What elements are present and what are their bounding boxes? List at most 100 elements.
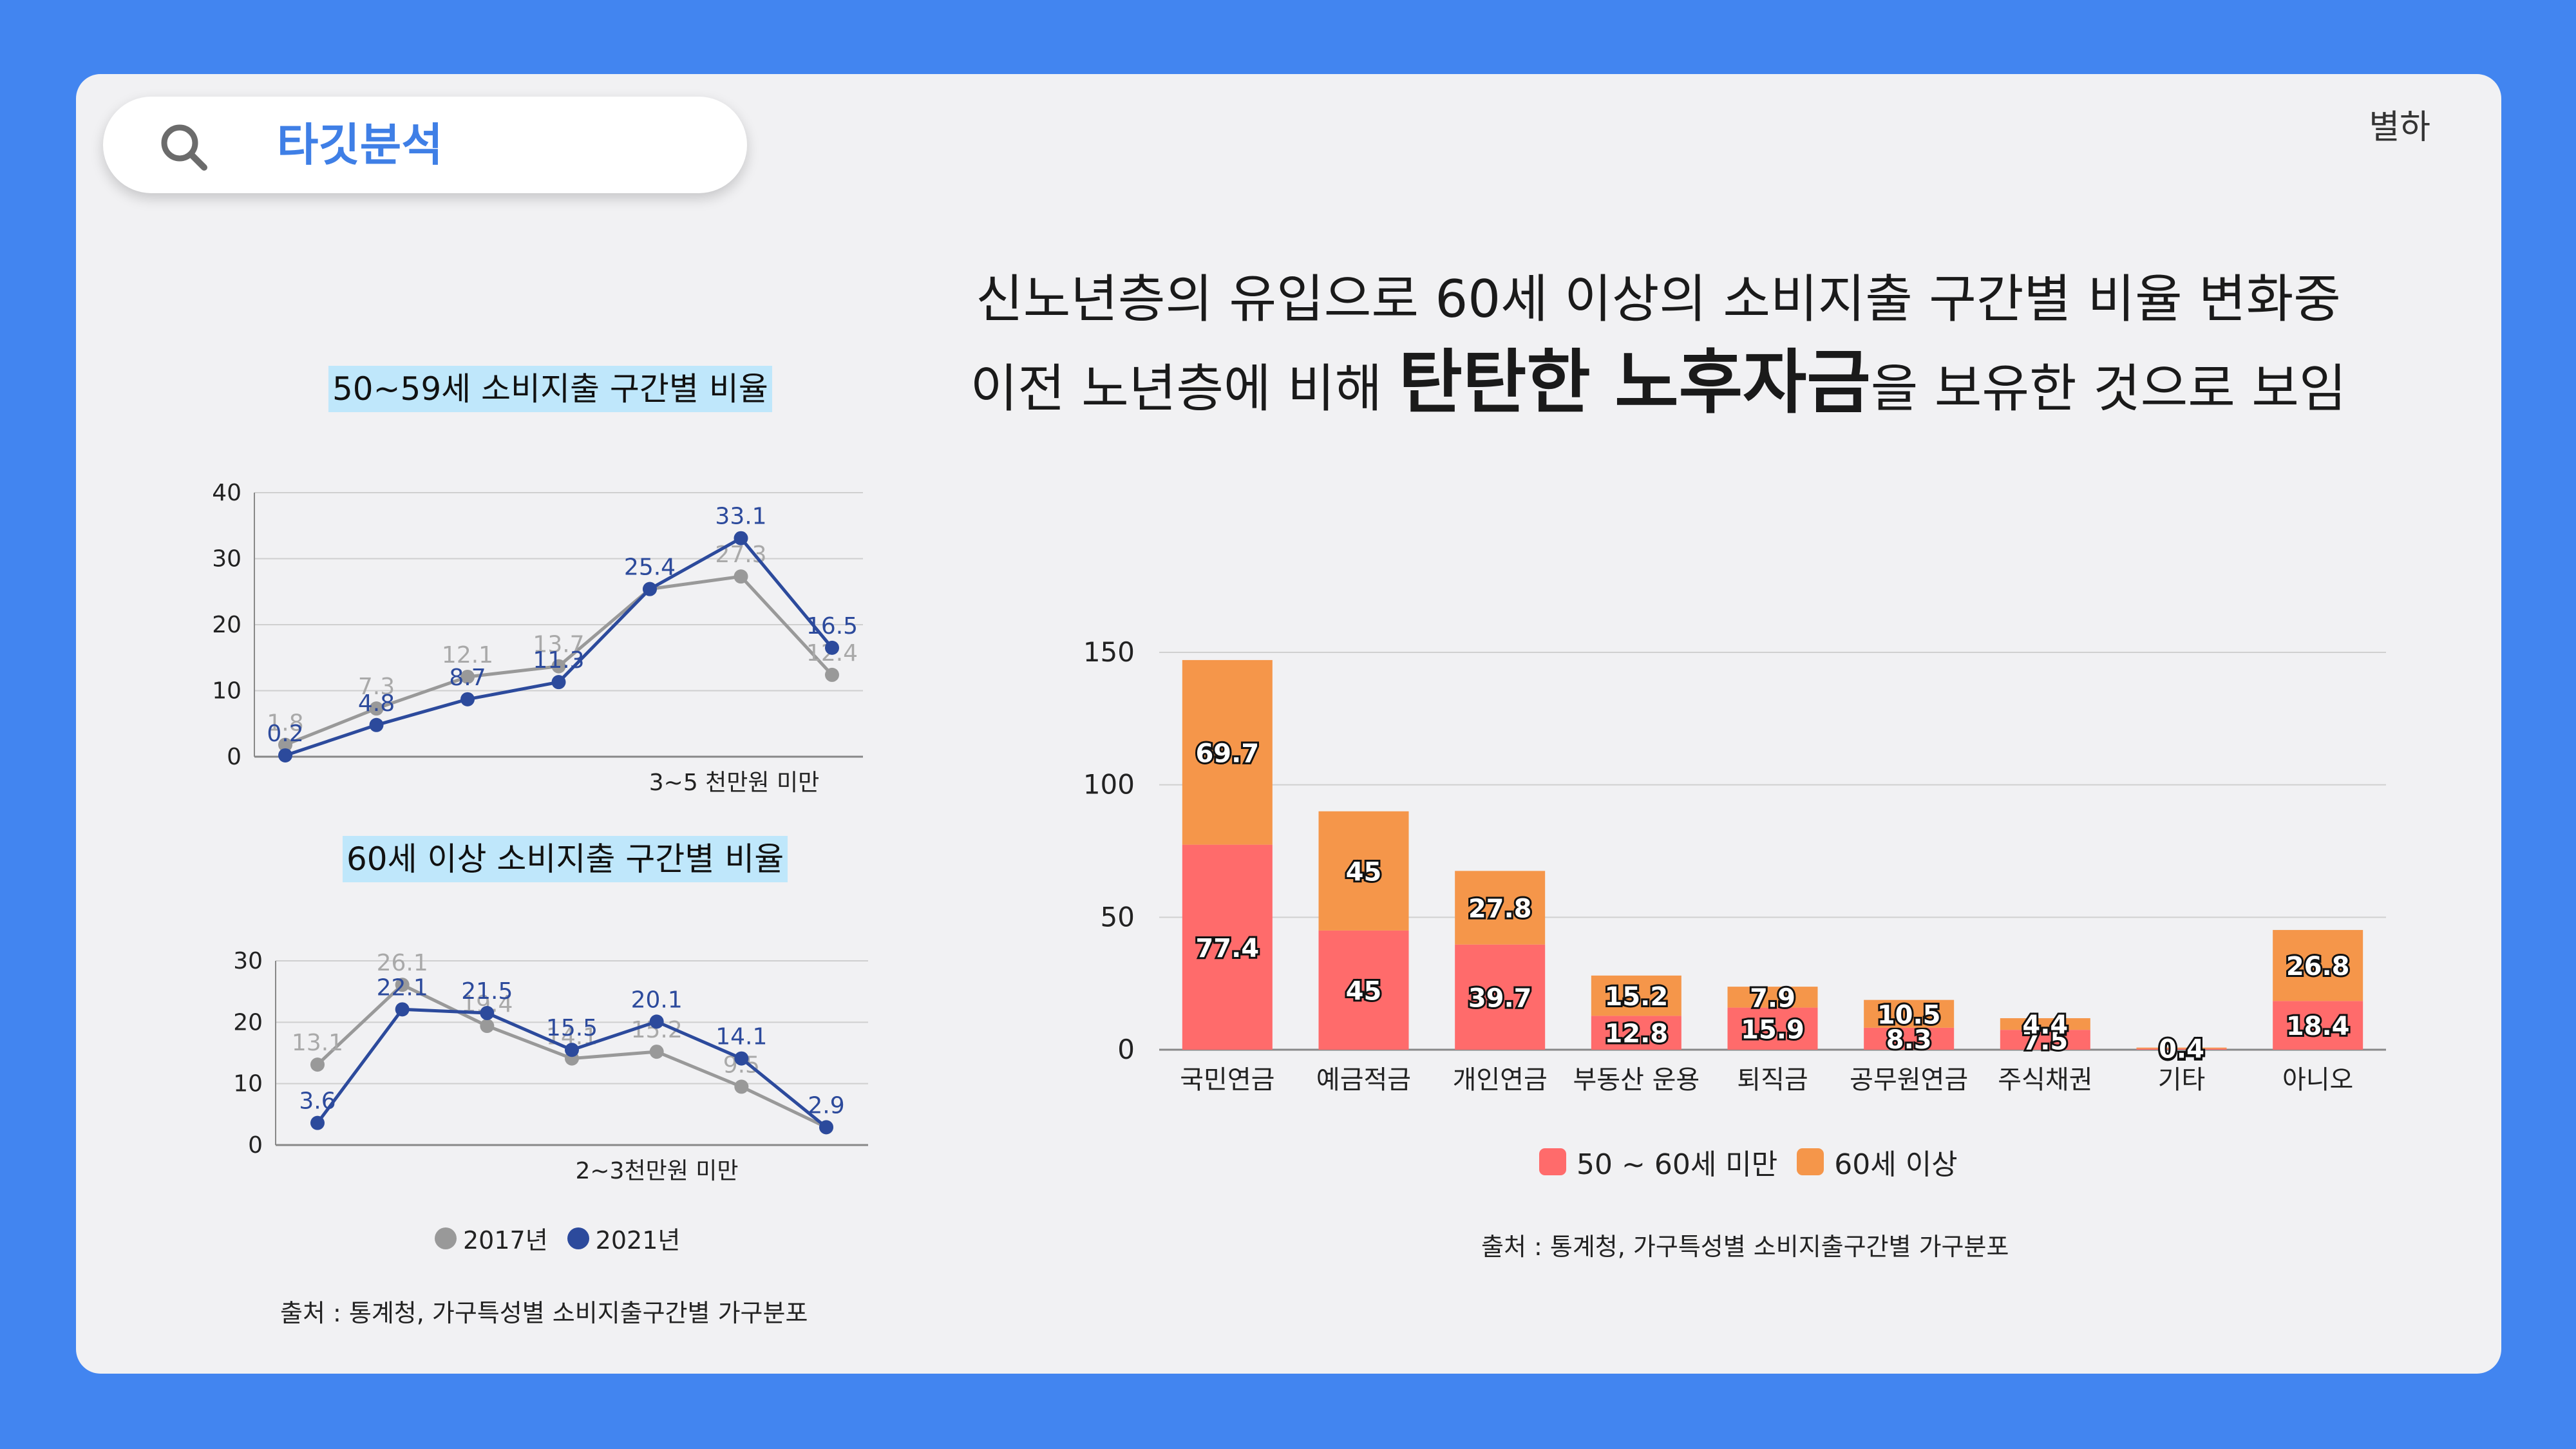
search-bar[interactable]: 타깃분석 xyxy=(103,97,747,193)
data-label: 21.5 xyxy=(461,978,513,1005)
bar-value-label: 26.8 xyxy=(2286,952,2350,981)
headline: 신노년층의 유입으로 60세 이상의 소비지출 구간별 비율 변화중 이전 노년… xyxy=(902,258,2415,431)
bar-segment xyxy=(2136,1048,2227,1050)
y-tick-label: 150 xyxy=(1083,636,1135,668)
headline-emphasis: 탄탄한 노후자금 xyxy=(1398,343,1871,423)
legend-item-2017: 2017년 xyxy=(435,1220,548,1256)
bar-value-label: 45 xyxy=(1346,857,1382,887)
x-axis-label: 3~5 천만원 미만 xyxy=(649,770,819,796)
data-point xyxy=(551,659,566,674)
data-label: 12.1 xyxy=(442,642,493,668)
y-tick-label: 40 xyxy=(212,480,242,506)
y-tick-label: 10 xyxy=(212,678,242,705)
x-tick-label: 개인연금 xyxy=(1453,1065,1548,1095)
x-axis-label: 2~3천만원 미만 xyxy=(575,1158,738,1184)
chart2-title: 60세 이상 소비지출 구간별 비율 xyxy=(343,836,788,882)
data-label: 7.3 xyxy=(358,674,395,700)
bar-segment xyxy=(2273,930,2363,1001)
bar-value-label: 69.7 xyxy=(1195,739,1259,768)
data-point xyxy=(734,1051,749,1066)
source-left: 출처 : 통계청, 가구특성별 소비지출구간별 가구분포 xyxy=(280,1299,808,1327)
bar-segment xyxy=(1455,871,1546,945)
bar-segment xyxy=(1591,1016,1681,1050)
line-legend: 2017년 2021년 xyxy=(435,1220,699,1256)
y-tick-label: 20 xyxy=(212,612,242,638)
data-point xyxy=(480,1006,495,1021)
y-tick-label: 20 xyxy=(233,1009,263,1036)
data-label: 33.1 xyxy=(715,504,766,530)
chart1-title: 50~59세 소비지출 구간별 비율 xyxy=(328,366,772,412)
data-point xyxy=(278,748,292,762)
legend-label-60s: 60세 이상 xyxy=(1834,1148,1958,1181)
data-point xyxy=(649,1014,664,1029)
bar-segment xyxy=(2136,1047,2227,1049)
data-point xyxy=(395,978,410,992)
bar-segment xyxy=(1591,975,1681,1016)
bar-segment xyxy=(2000,1018,2090,1030)
legend-item-60s: 60세 이상 xyxy=(1797,1141,1958,1182)
headline-line1: 신노년층의 유입으로 60세 이상의 소비지출 구간별 비율 변화중 xyxy=(976,269,2341,329)
bar-value-label: 39.7 xyxy=(1468,983,1532,1013)
y-tick-label: 30 xyxy=(233,948,263,974)
line-chart-50s: 0 10 20 30 40 3~5 천만원 미만 1.8 7.3 12.1 13.7 25.4 27.… xyxy=(212,480,863,796)
data-point xyxy=(395,1002,410,1017)
data-point xyxy=(734,569,748,584)
data-label: 25.4 xyxy=(624,554,676,581)
data-label: 11.3 xyxy=(533,647,584,674)
bar-segment xyxy=(1727,987,1818,1008)
data-point xyxy=(825,640,839,655)
bar-value-label: 15.9 xyxy=(1741,1015,1804,1045)
bar-segment xyxy=(1864,999,1955,1028)
x-tick-label: 기타 xyxy=(2158,1065,2206,1095)
data-label: 20.1 xyxy=(631,987,683,1013)
data-point xyxy=(460,692,475,706)
y-tick-label: 50 xyxy=(1101,901,1135,933)
data-point xyxy=(369,701,384,716)
bar-segment xyxy=(1318,930,1409,1050)
bar-value-label: 4.4 xyxy=(2022,1010,2068,1040)
data-point xyxy=(369,717,384,732)
y-tick-label: 30 xyxy=(212,546,242,573)
y-tick-label: 100 xyxy=(1083,769,1135,800)
legend-label-50s: 50 ~ 60세 미만 xyxy=(1577,1148,1778,1181)
headline-line2: 이전 노년층에 비해 탄탄한 노후자금을 보유한 것으로 보임 xyxy=(902,341,2415,431)
bar-value-label: 45 xyxy=(1346,976,1382,1006)
data-point xyxy=(480,1019,495,1034)
legend-label-2021: 2021년 xyxy=(595,1226,681,1255)
y-tick-label: 0 xyxy=(248,1132,263,1159)
x-tick-label: 아니오 xyxy=(2282,1065,2353,1095)
legend-swatch-60s xyxy=(1797,1148,1824,1175)
x-tick-label: 주식채권 xyxy=(1998,1065,2092,1095)
data-point xyxy=(310,1115,325,1130)
bar-segment xyxy=(2273,1001,2363,1050)
bar-value-label: 12.8 xyxy=(1604,1019,1668,1049)
data-point xyxy=(819,1120,833,1135)
headline-line2-pre: 이전 노년층에 비해 xyxy=(970,359,1399,419)
search-icon xyxy=(161,124,207,171)
data-label: 13.1 xyxy=(292,1030,343,1056)
y-tick-label: 0 xyxy=(227,744,242,770)
data-label: 2.9 xyxy=(808,1092,844,1119)
data-point xyxy=(649,1045,664,1059)
data-label: 3.6 xyxy=(299,1088,336,1115)
data-label: 8.7 xyxy=(449,665,486,691)
y-tick-label: 10 xyxy=(233,1071,263,1097)
data-label: 26.1 xyxy=(377,950,428,976)
y-tick-label: 0 xyxy=(1117,1034,1135,1065)
x-tick-label: 국민연금 xyxy=(1180,1065,1274,1095)
data-label: 2.9 xyxy=(808,1092,844,1119)
bar-segment xyxy=(1182,844,1273,1050)
brand-name: 별하 xyxy=(2369,108,2430,147)
data-label: 16.5 xyxy=(806,613,858,639)
data-point xyxy=(460,669,475,684)
data-point xyxy=(310,1057,325,1072)
data-point xyxy=(278,737,292,752)
headline-line2-post: 을 보유한 것으로 보임 xyxy=(1870,359,2347,419)
data-point xyxy=(825,667,839,682)
content-card: 타깃분석 별하 xyxy=(76,74,2501,1374)
data-point xyxy=(551,675,566,690)
bar-segment xyxy=(1727,1007,1818,1050)
bar-segment xyxy=(1318,811,1409,931)
bar-value-label: 18.4 xyxy=(2286,1012,2350,1041)
bar-value-label: 0.4 xyxy=(2159,1035,2204,1065)
